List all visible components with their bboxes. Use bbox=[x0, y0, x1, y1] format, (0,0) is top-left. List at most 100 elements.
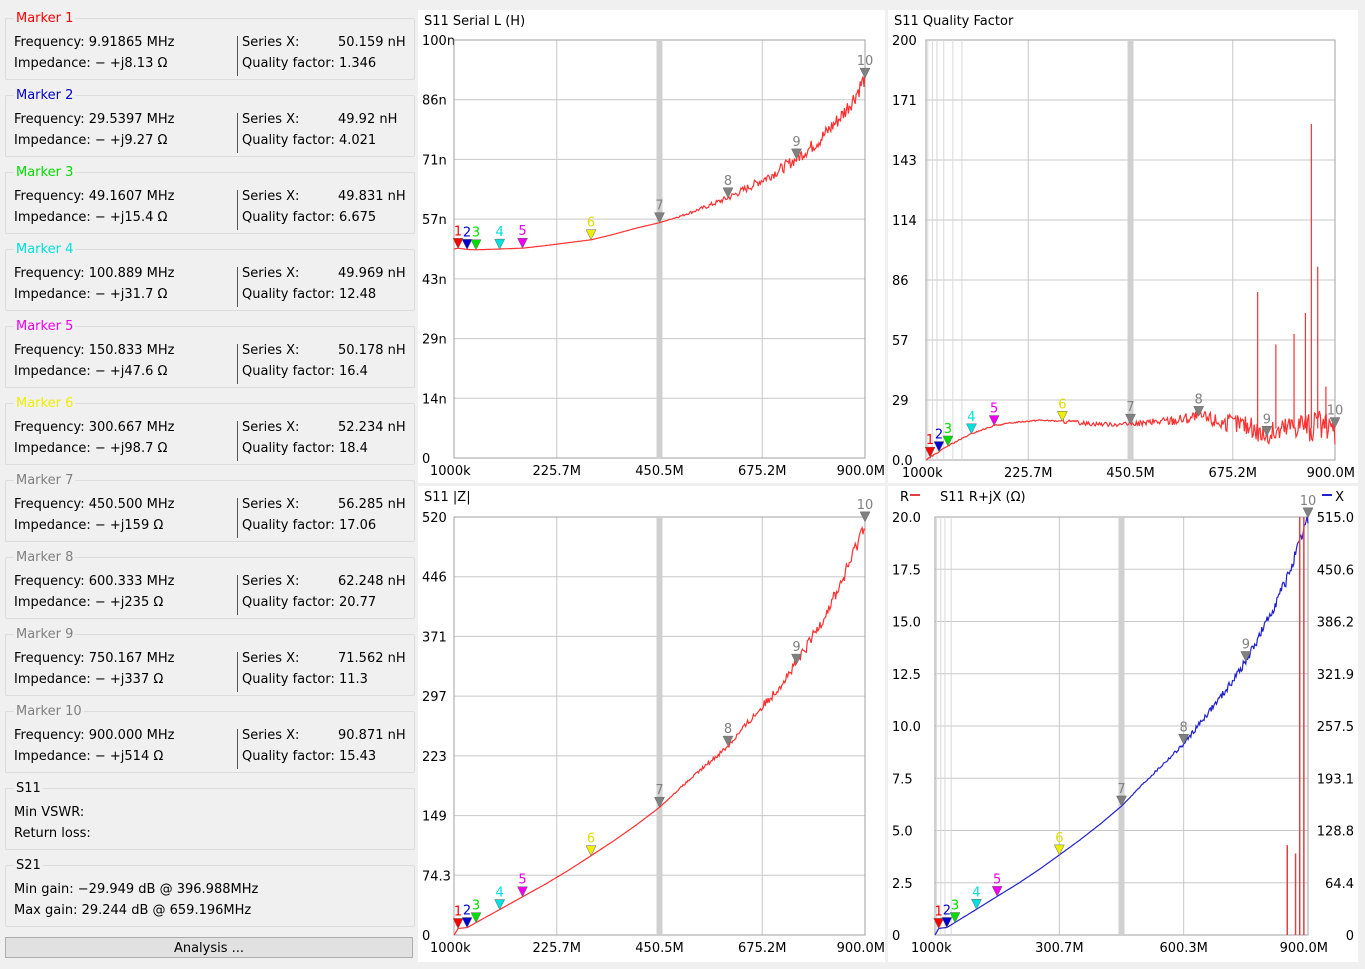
y-tick-label: 200 bbox=[892, 34, 917, 49]
marker-number-label: 1 bbox=[454, 224, 462, 239]
marker-number-label: 8 bbox=[1180, 720, 1188, 735]
y-tick-label: 297 bbox=[422, 690, 447, 705]
min-vswr-label: Min VSWR: bbox=[14, 805, 85, 820]
series-x-label: Series X: bbox=[242, 189, 300, 204]
marker-triangle[interactable] bbox=[933, 441, 945, 453]
frequency-label: Frequency: bbox=[14, 497, 85, 512]
x-tick-label: 225.7M bbox=[533, 464, 581, 479]
frequency-label: Frequency: bbox=[14, 189, 85, 204]
impedance-value: − +j159 Ω bbox=[94, 518, 164, 533]
series-x-row: Series X: 90.871 nH bbox=[242, 728, 406, 743]
marker-triangle[interactable] bbox=[517, 886, 528, 898]
marker-triangle[interactable] bbox=[722, 735, 734, 747]
marker-triangle[interactable] bbox=[859, 67, 871, 79]
quality-factor-label: Quality factor: bbox=[242, 210, 335, 225]
marker-impedance-row: Impedance: − +j8.13 Ω bbox=[14, 56, 167, 71]
x-tick-label: 900.0M bbox=[1307, 466, 1355, 481]
marker-triangle[interactable] bbox=[1056, 411, 1068, 422]
y-right-tick-label: 0 bbox=[1346, 929, 1354, 944]
marker-triangle[interactable] bbox=[585, 229, 597, 241]
marker-triangle[interactable] bbox=[494, 899, 506, 911]
marker-triangle[interactable] bbox=[1193, 406, 1205, 417]
marker-triangle[interactable] bbox=[470, 912, 482, 924]
frequency-value: 900.000 MHz bbox=[88, 728, 175, 743]
marker-triangle[interactable] bbox=[966, 423, 977, 435]
marker-triangle[interactable] bbox=[585, 845, 597, 857]
marker-number-label: 6 bbox=[587, 832, 595, 847]
marker-triangle[interactable] bbox=[1125, 413, 1136, 425]
marker-triangle[interactable] bbox=[1178, 734, 1190, 745]
marker-number-label: 7 bbox=[1117, 782, 1125, 797]
marker-triangle[interactable] bbox=[1329, 417, 1341, 429]
marker-triangle[interactable] bbox=[791, 148, 802, 160]
resistance-reactance-chart: 1000k 300.7M 600.3M 900.0M 0 2.5 5.0 7.5 10.0 12.… bbox=[888, 486, 1358, 962]
y-right-tick-label: 321.9 bbox=[1317, 668, 1354, 683]
analysis-button[interactable]: Analysis ... bbox=[5, 937, 413, 958]
s11-title: S11 bbox=[14, 781, 43, 796]
marker-triangle[interactable] bbox=[991, 886, 1003, 897]
marker-triangle[interactable] bbox=[1302, 507, 1314, 519]
marker-triangle[interactable] bbox=[654, 796, 665, 808]
marker-number-label: 8 bbox=[1195, 392, 1203, 407]
marker-number-label: 5 bbox=[518, 873, 526, 888]
x-tick-label: 600.3M bbox=[1159, 941, 1207, 956]
chart-title: S11 R+jX (Ω) bbox=[940, 490, 1026, 505]
marker-triangle[interactable] bbox=[452, 238, 464, 249]
quality-factor-row: Quality factor: 18.4 bbox=[242, 441, 368, 456]
quality-factor-row: Quality factor: 6.675 bbox=[242, 210, 376, 225]
max-gain-text: Max gain: 29.244 dB @ 659.196MHz bbox=[14, 903, 252, 918]
marker-triangle[interactable] bbox=[452, 918, 464, 930]
quality-factor-label: Quality factor: bbox=[242, 518, 335, 533]
series-x-row: Series X: 49.92 nH bbox=[242, 112, 397, 127]
marker-triangle[interactable] bbox=[517, 237, 528, 249]
impedance-label: Impedance: bbox=[14, 441, 91, 456]
quality-factor-chart: 1000k 225.7M 450.5M 675.2M 900.0M 0.0 29 57 86 11… bbox=[888, 10, 1358, 483]
impedance-label: Impedance: bbox=[14, 364, 91, 379]
marker-triangle[interactable] bbox=[924, 446, 936, 458]
marker-triangle[interactable] bbox=[949, 912, 961, 924]
quality-factor-row: Quality factor: 4.021 bbox=[242, 133, 376, 148]
impedance-label: Impedance: bbox=[14, 518, 91, 533]
s11-group: S11 Min VSWR: Return loss: bbox=[5, 781, 415, 850]
column-divider bbox=[237, 498, 238, 538]
marker-triangle[interactable] bbox=[722, 187, 734, 199]
marker-number-label: 4 bbox=[496, 886, 504, 901]
marker-triangle[interactable] bbox=[1116, 795, 1127, 807]
marker-frequency-row: Frequency: 900.000 MHz bbox=[14, 728, 174, 743]
marker-triangle[interactable] bbox=[988, 415, 1000, 427]
marker-impedance-row: Impedance: − +j31.7 Ω bbox=[14, 287, 167, 302]
marker-triangle[interactable] bbox=[461, 239, 473, 250]
y-tick-label: 5.0 bbox=[892, 825, 913, 840]
marker-triangle[interactable] bbox=[654, 212, 665, 224]
marker-number-label: 7 bbox=[655, 199, 663, 214]
quality-factor-value: 17.06 bbox=[338, 518, 377, 533]
marker-group: Marker 7 Frequency: 450.500 MHz Impedance:… bbox=[5, 473, 415, 542]
chart-svg: 1000k 225.7M 450.5M 675.2M 900.0M 0 14n 29n 43n 5… bbox=[422, 14, 885, 479]
y-tick-label: 14n bbox=[422, 392, 447, 407]
frequency-label: Frequency: bbox=[14, 35, 85, 50]
frequency-value: 9.91865 MHz bbox=[88, 35, 175, 50]
marker-triangle[interactable] bbox=[1261, 426, 1273, 437]
y-tick-label: 0.0 bbox=[892, 454, 913, 469]
legend-r-label: R bbox=[900, 490, 909, 505]
marker-number-label: 4 bbox=[972, 885, 980, 900]
marker-triangle[interactable] bbox=[941, 917, 953, 929]
marker-triangle[interactable] bbox=[1240, 651, 1252, 663]
impedance-value: − +j15.4 Ω bbox=[94, 210, 168, 225]
selected-marker-band bbox=[656, 517, 663, 935]
x-tick-label: 900.0M bbox=[837, 941, 885, 956]
marker-triangle[interactable] bbox=[1053, 844, 1065, 856]
marker-triangle[interactable] bbox=[942, 435, 954, 447]
marker-triangle[interactable] bbox=[933, 918, 945, 929]
y-tick-label: 12.5 bbox=[892, 668, 921, 683]
marker-frequency-row: Frequency: 450.500 MHz bbox=[14, 497, 174, 512]
x-tick-label: 1000k bbox=[902, 466, 943, 481]
marker-triangle[interactable] bbox=[461, 917, 473, 929]
marker-triangle[interactable] bbox=[470, 239, 482, 251]
quality-factor-row: Quality factor: 11.3 bbox=[242, 672, 368, 687]
marker-group: Marker 5 Frequency: 150.833 MHz Impedance:… bbox=[5, 319, 415, 388]
marker-triangle[interactable] bbox=[971, 899, 982, 910]
marker-triangle[interactable] bbox=[859, 511, 871, 523]
marker-triangle[interactable] bbox=[494, 238, 506, 250]
marker-triangle[interactable] bbox=[791, 653, 802, 665]
